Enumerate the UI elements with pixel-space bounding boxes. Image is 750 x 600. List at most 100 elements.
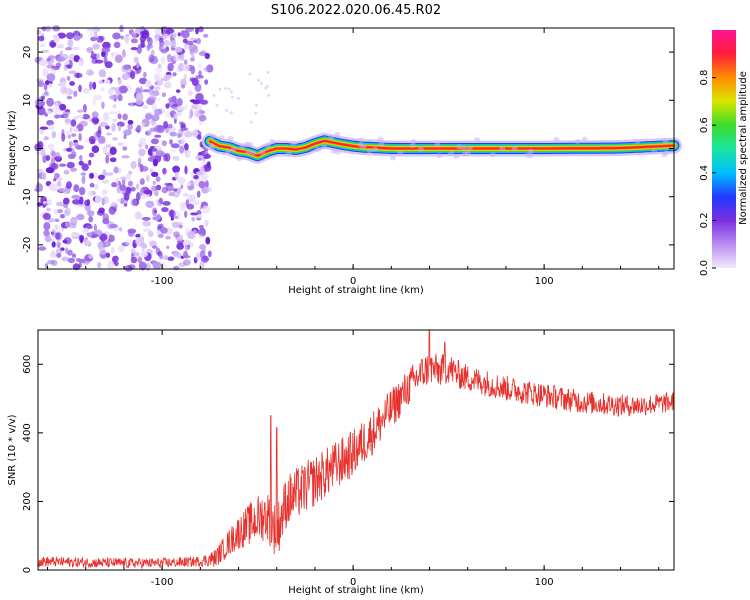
noise-blob [182,38,188,44]
noise-blob [130,198,138,206]
noise-blob [53,156,60,160]
noise-blob [87,254,94,259]
noise-blob [191,217,195,222]
trace-halo [334,132,341,137]
noise-blob [55,248,63,255]
noise-blob [96,130,102,138]
noise-blob [117,142,124,146]
snr-x-ticks: -100 0 100 [47,330,660,588]
noise-blob [163,121,169,129]
noise-blob [101,101,105,109]
noise-blob [156,97,161,102]
y-tick-label: 400 [22,423,33,442]
noise-blob [204,52,210,60]
noise-blob [124,265,133,272]
noise-blob [176,106,185,111]
noise-blob [189,48,194,56]
noise-blob [144,144,149,150]
trace-halo [489,152,496,158]
noise-blob [55,101,59,111]
noise-blob [175,111,183,116]
noise-blob [133,56,139,63]
noise-blob [91,51,95,56]
noise-blob [89,182,95,188]
noise-blob [97,174,105,180]
noise-blob [46,119,54,126]
noise-blob [107,88,114,95]
y-tick-label: 0 [22,567,33,573]
noise-blob [111,182,118,188]
noise-blob [123,193,130,201]
noise-blob [149,92,155,97]
noise-blob [110,247,115,254]
noise-blob [204,219,209,227]
noise-blob [129,102,133,107]
noise-blob [130,47,138,51]
noise-blob [254,111,258,115]
y-tick-label: 600 [22,355,33,374]
noise-blob [91,117,95,123]
noise-blob [130,186,136,192]
noise-blob [53,178,57,182]
noise-blob [69,90,74,95]
noise-blob [117,245,125,253]
noise-blob [202,255,208,262]
signal-trace-band [208,139,675,157]
noise-blob [105,172,114,176]
noise-blob [62,110,71,116]
trace-halo [335,149,342,155]
noise-blob [171,33,177,38]
noise-blob [154,74,160,82]
noise-blob [177,32,181,37]
trace-halo [417,146,424,152]
noise-blob [156,213,161,220]
trace-halo [574,138,581,144]
noise-blob [117,125,122,132]
noise-blob [123,129,132,136]
noise-blob [92,43,100,50]
y-tick-label: 10 [22,94,33,107]
noise-blob [122,49,126,58]
noise-blob [141,216,151,221]
noise-blob [76,72,80,79]
trace-halo [358,137,365,143]
noise-blob [89,172,94,179]
noise-blob [203,67,210,72]
noise-blob [130,160,137,169]
noise-blob [173,54,181,62]
noise-blob [218,87,222,91]
noise-blob [192,199,200,205]
noise-blob [64,209,70,216]
trace-halo [378,141,385,147]
noise-blob [41,95,45,100]
noise-blob [190,65,196,75]
noise-blob [170,143,180,149]
noise-blob [150,138,159,145]
noise-blob [195,27,199,35]
noise-blob [185,199,190,208]
noise-blob [113,41,121,49]
trace-halo [230,146,237,152]
noise-blob [229,111,233,115]
noise-blob [119,85,128,94]
noise-blob [86,232,93,237]
noise-blob [184,103,188,111]
chart-title: S106.2022.020.06.45.R02 [271,3,441,18]
noise-blob [63,197,70,205]
noise-blob [157,223,164,229]
noise-blob [195,155,205,159]
noise-blob [164,182,173,186]
trace-halo [448,151,455,156]
noise-blob [175,89,181,93]
noise-blob [147,156,155,162]
noise-blob [92,99,96,106]
noise-blob [92,234,99,238]
noise-blob [116,121,125,127]
noise-blob [248,72,252,76]
noise-blob [52,105,61,115]
noise-blob [51,241,56,248]
noise-blob [61,133,66,142]
noise-blob [138,261,147,271]
spectrogram-x-ticks: -100 0 100 [47,28,660,287]
